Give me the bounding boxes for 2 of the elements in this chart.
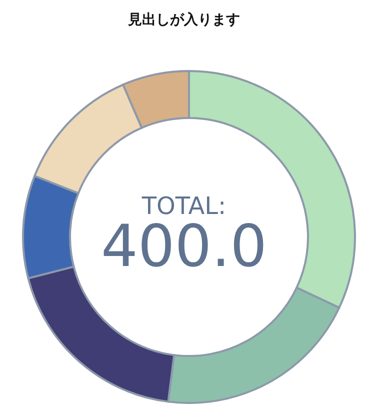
chart-title: 見出しが入ります bbox=[127, 12, 240, 28]
text: TOTAL: bbox=[140, 192, 226, 220]
